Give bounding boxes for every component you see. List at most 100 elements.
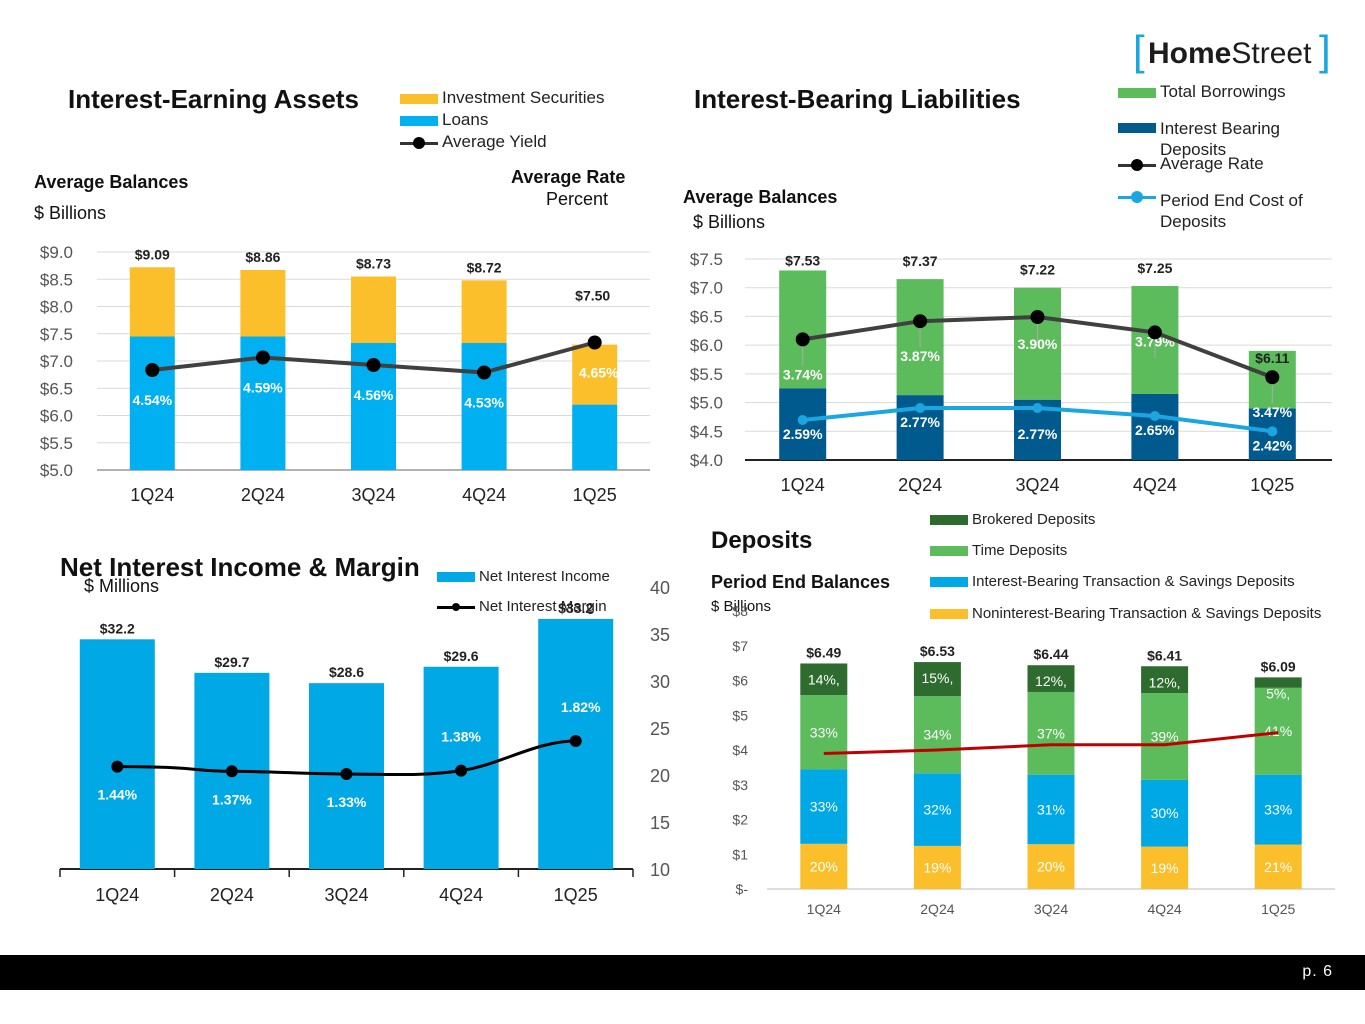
assets-xtick: 1Q25 — [573, 485, 617, 505]
deposits-bar-time-deposits — [800, 695, 848, 770]
liab-xtick: 1Q25 — [1250, 475, 1294, 495]
assets-title: Interest-Earning Assets — [68, 84, 359, 114]
assets-ytick: $7.5 — [40, 325, 73, 344]
liab-ytick: $5.5 — [690, 365, 723, 384]
deposits-title: Deposits — [711, 527, 813, 554]
legend-time-deposits: Time Deposits — [930, 542, 1330, 559]
nii-margin-point — [340, 768, 353, 780]
logo-street: Street — [1231, 37, 1312, 70]
assets-legend: Investment Securities Loans Average Yiel… — [400, 88, 605, 152]
liab-cost-label: 2.42% — [1252, 437, 1292, 453]
deposits-pct-label: 33% — [1264, 802, 1292, 818]
deposits-total-label: $6.09 — [1261, 658, 1296, 674]
legend-net-interest-income: Net Interest Income — [437, 568, 610, 585]
deposits-bar-interest-bearing-transaction-savings-deposits — [800, 769, 848, 844]
deposits-ytick: $5 — [732, 707, 748, 723]
deposits-ytick: $- — [736, 881, 749, 897]
deposits-bar-interest-bearing-transaction-savings-deposits — [1027, 774, 1075, 845]
liab-average-rate-point — [1147, 325, 1162, 340]
nii-margin-label: 1.82% — [561, 699, 601, 715]
nii-legend: Net Interest Income Net Interest Margin — [437, 568, 610, 615]
deposits-bar-brokered-deposits — [1254, 677, 1302, 688]
deposits-bar-brokered-deposits — [1141, 666, 1189, 694]
deposits-xtick: 4Q24 — [1147, 901, 1181, 917]
legend-interest-bearing-deposits: Interest Bearing Deposits — [1118, 118, 1328, 160]
deposits-pct-label: 37% — [1037, 725, 1065, 741]
nii-margin-label: 1.37% — [212, 791, 252, 807]
liab-rate-label: 3.87% — [900, 348, 940, 364]
nii-bar-label: $29.7 — [214, 654, 249, 670]
assets-yield-label: 4.56% — [354, 387, 394, 403]
deposits-bar-brokered-deposits — [1027, 665, 1075, 692]
homestreet-logo: [ HomeStreet ] — [1133, 27, 1333, 74]
assets-xtick: 4Q24 — [462, 485, 506, 505]
liabilities-title: Interest-Bearing Liabilities — [694, 84, 1021, 114]
deposits-bar-time-deposits — [913, 696, 961, 774]
liab-total-label: $6.11 — [1255, 350, 1289, 366]
assets-ytick: $6.5 — [40, 379, 73, 398]
nii-xtick: 1Q24 — [95, 885, 139, 905]
liab-total-label: $7.53 — [785, 252, 820, 268]
deposits-pct-label: 31% — [1037, 801, 1065, 817]
deposits-pct-label: 41% — [1264, 723, 1292, 739]
liab-cost-label: 2.77% — [900, 414, 940, 430]
assets-bar-investment-securities — [572, 344, 618, 405]
legend-average-rate: Average Rate — [1118, 154, 1328, 174]
assets-yield-label: 4.54% — [132, 392, 172, 408]
liab-cost-label: 2.65% — [1135, 422, 1175, 438]
deposits-left-axis-unit: $ Billions — [711, 598, 772, 615]
liab-cost-point — [797, 415, 808, 425]
deposits-bar-noninterest-bearing-transaction-savings-deposits — [1141, 846, 1189, 889]
deposits-ytick: $3 — [732, 777, 748, 793]
nii-ytick: 15 — [650, 813, 670, 833]
nii-ytick: 25 — [650, 719, 670, 739]
liabilities-legend-lines: Average Rate Period End Cost of Deposits — [1118, 154, 1328, 232]
assets-total-label: $7.50 — [575, 288, 610, 304]
deposits-pct-label: 15%, — [921, 670, 953, 686]
liab-bar-total-borrowings — [1014, 287, 1061, 400]
deposits-total-label: $6.41 — [1147, 647, 1182, 663]
deposits-bar-noninterest-bearing-transaction-savings-deposits — [1254, 844, 1302, 889]
assets-yield-point — [255, 350, 270, 365]
liab-bar-interest-bearing-deposits — [1131, 393, 1179, 460]
assets-right-axis-unit: Percent — [546, 189, 609, 209]
deposits-pct-label: 33% — [810, 799, 838, 815]
deposits-pct-label: 19% — [923, 859, 951, 875]
deposits-ytick: $4 — [732, 742, 748, 758]
deposits-total-label: $6.53 — [920, 643, 955, 659]
legend-average-yield: Average Yield — [400, 132, 605, 152]
deposits-pct-label: 30% — [1151, 805, 1179, 821]
liab-average-rate-point — [1030, 310, 1045, 324]
liab-total-label: $7.22 — [1020, 262, 1055, 278]
nii-xtick: 4Q24 — [439, 885, 483, 905]
deposits-bar-brokered-deposits — [913, 662, 961, 697]
assets-total-label: $8.72 — [467, 259, 502, 275]
deposits-bar-time-deposits — [1027, 691, 1075, 775]
deposits-bar-noninterest-bearing-transaction-savings-deposits — [913, 845, 961, 889]
deposits-pct-label: 20% — [1037, 859, 1065, 875]
assets-yield-point — [145, 363, 160, 377]
assets-yield-point — [366, 358, 381, 372]
assets-ytick: $5.5 — [40, 434, 73, 453]
liab-ytick: $7.5 — [690, 250, 723, 269]
nii-margin-point — [225, 765, 238, 778]
liab-total-label: $7.25 — [1137, 260, 1172, 276]
assets-total-label: $8.73 — [356, 256, 391, 272]
nii-xtick: 2Q24 — [210, 885, 254, 905]
liab-ytick: $4.5 — [690, 422, 723, 441]
legend-brokered: Brokered Deposits — [930, 511, 1330, 528]
footer-bar: p. 6 — [0, 955, 1365, 990]
nii-title: Net Interest Income & Margin — [60, 552, 420, 582]
legend-net-interest-margin: Net Interest Margin — [437, 598, 610, 615]
assets-xtick: 2Q24 — [241, 485, 285, 505]
liabilities-left-axis-unit: $ Billions — [693, 212, 766, 232]
assets-bar-loans — [129, 336, 175, 470]
deposits-total-label: $6.49 — [806, 644, 841, 660]
liab-bar-total-borrowings — [779, 270, 827, 389]
deposits-xtick: 3Q24 — [1034, 901, 1068, 917]
assets-yield-label: 4.59% — [243, 380, 283, 396]
liab-average-rate-point — [795, 332, 810, 347]
